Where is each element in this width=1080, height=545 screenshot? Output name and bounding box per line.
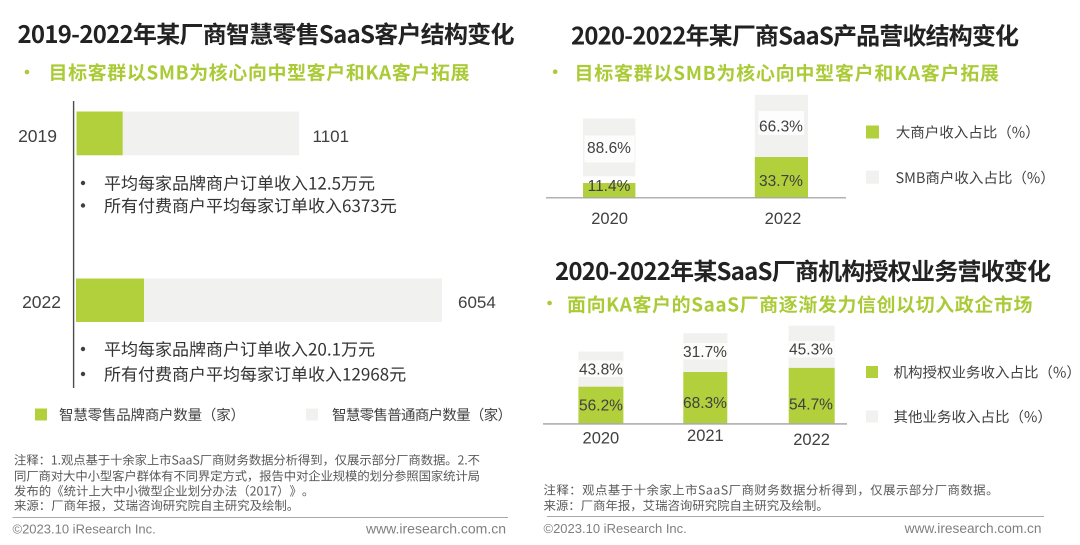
svg-text:2020: 2020	[583, 430, 620, 448]
svg-text:31.7%: 31.7%	[683, 344, 727, 361]
svg-text:6054: 6054	[458, 293, 496, 312]
svg-text:©2023.10 iResearch Inc.: ©2023.10 iResearch Inc.	[544, 521, 687, 536]
svg-text:2021: 2021	[687, 427, 724, 445]
svg-text:66.3%: 66.3%	[759, 119, 803, 136]
svg-text:54.7%: 54.7%	[789, 397, 833, 414]
svg-text:68.3%: 68.3%	[683, 395, 727, 412]
svg-text:2019: 2019	[18, 126, 57, 146]
svg-text:2022: 2022	[765, 210, 802, 228]
svg-text:11.4%: 11.4%	[588, 178, 631, 195]
svg-text:2020: 2020	[591, 210, 628, 228]
svg-text:www.iresearch.com.cn: www.iresearch.com.cn	[365, 521, 506, 537]
svg-text:2022: 2022	[22, 292, 61, 312]
svg-text:www.iresearch.com.cn: www.iresearch.com.cn	[904, 521, 1042, 536]
svg-text:1101: 1101	[313, 127, 350, 146]
svg-text:43.8%: 43.8%	[579, 362, 623, 379]
svg-text:88.6%: 88.6%	[587, 140, 631, 157]
svg-text:33.7%: 33.7%	[759, 173, 803, 190]
svg-text:45.3%: 45.3%	[789, 342, 833, 359]
svg-text:©2023.10 iResearch Inc.: ©2023.10 iResearch Inc.	[13, 522, 156, 537]
svg-text:2022: 2022	[793, 431, 830, 449]
svg-text:56.2%: 56.2%	[579, 398, 623, 415]
